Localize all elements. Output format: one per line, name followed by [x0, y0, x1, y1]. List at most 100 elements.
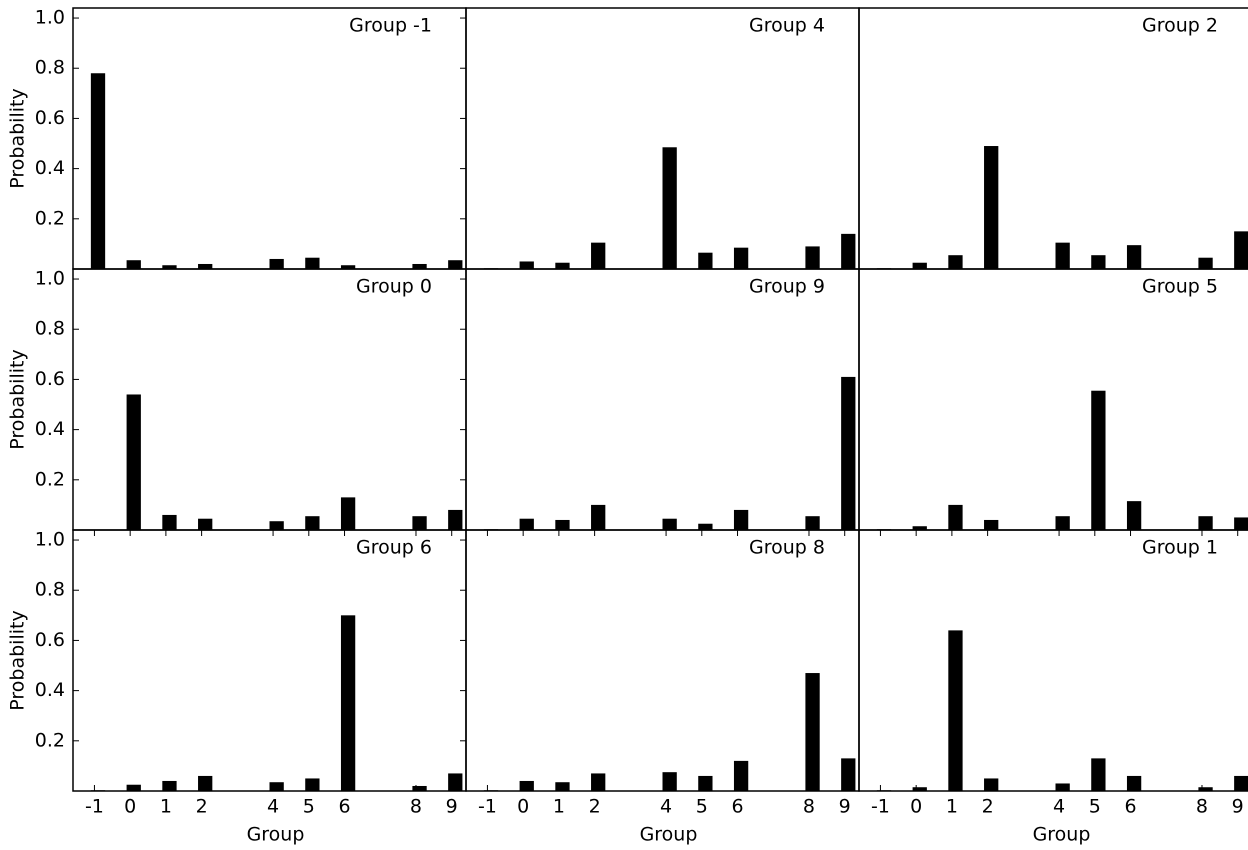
x-tick-label: 6 — [731, 796, 743, 818]
bar — [662, 147, 677, 269]
bar — [126, 260, 141, 269]
bar — [948, 504, 963, 530]
y-tick-label: 0.6 — [35, 107, 65, 129]
panel-title: Group 6 — [356, 537, 432, 559]
y-tick-label: 0.6 — [35, 629, 65, 651]
bar — [805, 516, 820, 530]
bar — [591, 504, 606, 530]
y-axis-label: Probability — [7, 88, 29, 188]
bar — [126, 784, 141, 791]
bar — [912, 526, 927, 530]
bar — [269, 521, 284, 530]
y-tick-label: 0.4 — [35, 157, 65, 179]
bar — [198, 263, 213, 269]
y-axis-label: Probability — [7, 610, 29, 710]
bar — [1091, 758, 1106, 791]
x-tick-label: 1 — [160, 796, 172, 818]
y-tick-label: 0.8 — [35, 318, 65, 340]
bar — [340, 497, 356, 530]
bar — [698, 252, 713, 269]
bar — [412, 785, 427, 791]
bar — [1234, 231, 1248, 269]
y-tick-label: 0.8 — [35, 57, 65, 79]
bar — [412, 516, 427, 530]
y-tick-label: 0.2 — [35, 207, 65, 229]
bar — [305, 257, 320, 269]
bar — [1126, 775, 1142, 791]
x-tick-label: 0 — [517, 796, 529, 818]
x-tick-label: 4 — [1053, 796, 1065, 818]
x-tick-label: 0 — [124, 796, 136, 818]
bar — [340, 615, 356, 791]
bar — [841, 233, 856, 269]
plot-frame — [858, 268, 1248, 531]
x-tick-label: 6 — [338, 796, 350, 818]
x-tick-label: 9 — [839, 796, 851, 818]
y-tick-label: 1.0 — [35, 268, 65, 290]
bar — [519, 780, 534, 791]
x-tick-label: 6 — [1124, 796, 1136, 818]
bar — [1055, 242, 1070, 269]
bar — [948, 630, 963, 791]
bar — [448, 773, 463, 791]
x-axis-label: Group — [1033, 824, 1091, 846]
bar — [126, 394, 141, 530]
x-tick-label: 4 — [660, 796, 672, 818]
bar — [805, 246, 820, 269]
bar — [162, 265, 177, 269]
bar — [305, 516, 320, 530]
bar — [698, 775, 713, 791]
bar — [1055, 783, 1070, 791]
x-tick-label: 5 — [1089, 796, 1101, 818]
x-tick-label: 1 — [946, 796, 958, 818]
bar — [662, 518, 677, 530]
bar — [1198, 257, 1213, 269]
panel-title: Group 5 — [1142, 276, 1218, 298]
y-tick-label: 0.2 — [35, 729, 65, 751]
bar — [662, 772, 677, 791]
bar — [733, 509, 749, 530]
bar — [591, 773, 606, 791]
bar — [555, 519, 570, 530]
panel-title: Group -1 — [349, 15, 432, 37]
x-tick-label: 9 — [446, 796, 458, 818]
bar — [340, 265, 356, 269]
bar — [1198, 787, 1213, 791]
y-tick-label: 0.8 — [35, 579, 65, 601]
y-tick-label: 0.4 — [35, 679, 65, 701]
bar — [984, 519, 999, 530]
x-tick-label: -1 — [871, 796, 890, 818]
x-axis-label: Group — [247, 824, 305, 846]
bar — [1126, 501, 1142, 530]
plot-frame — [72, 7, 467, 270]
bar — [519, 518, 534, 530]
bar — [448, 260, 463, 269]
bar — [412, 263, 427, 269]
panel-title: Group 0 — [356, 276, 432, 298]
y-tick-label: 1.0 — [35, 7, 65, 29]
bar — [198, 518, 213, 530]
bar — [841, 758, 856, 791]
x-tick-label: 5 — [303, 796, 315, 818]
x-tick-label: 8 — [1196, 796, 1208, 818]
panel-title: Group 9 — [749, 276, 825, 298]
x-tick-label: 2 — [982, 796, 994, 818]
bar — [733, 247, 749, 269]
x-tick-label: 5 — [696, 796, 708, 818]
plot-frame — [858, 529, 1248, 792]
bar — [841, 376, 856, 530]
panel-title: Group 2 — [1142, 15, 1218, 37]
bar — [591, 242, 606, 269]
bar — [698, 523, 713, 530]
bar — [912, 262, 927, 269]
bar — [198, 775, 213, 791]
bar — [555, 262, 570, 269]
bar — [1055, 516, 1070, 530]
bar — [269, 782, 284, 791]
bar — [1234, 775, 1248, 791]
bar — [1234, 517, 1248, 530]
bar — [984, 778, 999, 791]
x-tick-label: -1 — [85, 796, 104, 818]
